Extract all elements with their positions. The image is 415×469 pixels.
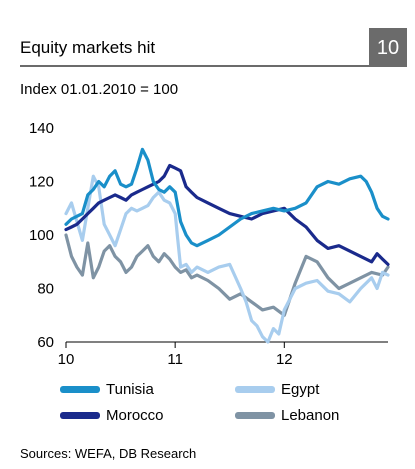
legend-item-morocco: Morocco bbox=[60, 404, 164, 426]
figure-header: Equity markets hit 10 bbox=[0, 28, 415, 68]
legend-swatch-tunisia bbox=[60, 385, 100, 393]
legend-swatch-lebanon bbox=[235, 411, 275, 419]
legend-label-tunisia: Tunisia bbox=[106, 380, 154, 398]
chart-series bbox=[64, 147, 390, 344]
chart-title: Equity markets hit bbox=[20, 38, 156, 57]
legend-label-egypt: Egypt bbox=[281, 380, 320, 398]
x-tick-label: 12 bbox=[276, 351, 293, 368]
x-tick-label: 11 bbox=[167, 351, 183, 368]
legend-item-lebanon: Lebanon bbox=[235, 404, 339, 426]
legend-swatch-egypt bbox=[235, 385, 275, 393]
y-tick-label: 60 bbox=[37, 334, 54, 351]
header-rule bbox=[20, 65, 369, 67]
series-line-morocco bbox=[64, 163, 390, 266]
legend-item-egypt: Egypt bbox=[235, 378, 319, 400]
chart-axes: 60 80 100 120 140 10 11 12 bbox=[29, 120, 388, 368]
source-note: Sources: WEFA, DB Research bbox=[20, 446, 197, 461]
figure-number-badge: 10 bbox=[369, 28, 407, 67]
legend-label-lebanon: Lebanon bbox=[281, 406, 340, 424]
y-tick-label: 80 bbox=[37, 281, 54, 298]
legend-swatch-morocco bbox=[60, 411, 100, 419]
series-line-lebanon bbox=[64, 233, 390, 317]
series-line-tunisia bbox=[64, 147, 390, 248]
y-tick-label: 140 bbox=[29, 120, 54, 137]
chart-subtitle: Index 01.01.2010 = 100 bbox=[20, 81, 179, 98]
y-tick-label: 100 bbox=[29, 227, 54, 244]
legend-label-morocco: Morocco bbox=[106, 406, 164, 424]
chart-legend: Tunisia Egypt Morocco Lebanon bbox=[60, 378, 400, 428]
y-tick-label: 120 bbox=[29, 174, 54, 191]
x-tick-label: 10 bbox=[58, 351, 75, 368]
line-chart: 60 80 100 120 140 10 11 12 bbox=[29, 120, 390, 368]
series-line-egypt bbox=[64, 174, 390, 344]
legend-item-tunisia: Tunisia bbox=[60, 378, 154, 400]
